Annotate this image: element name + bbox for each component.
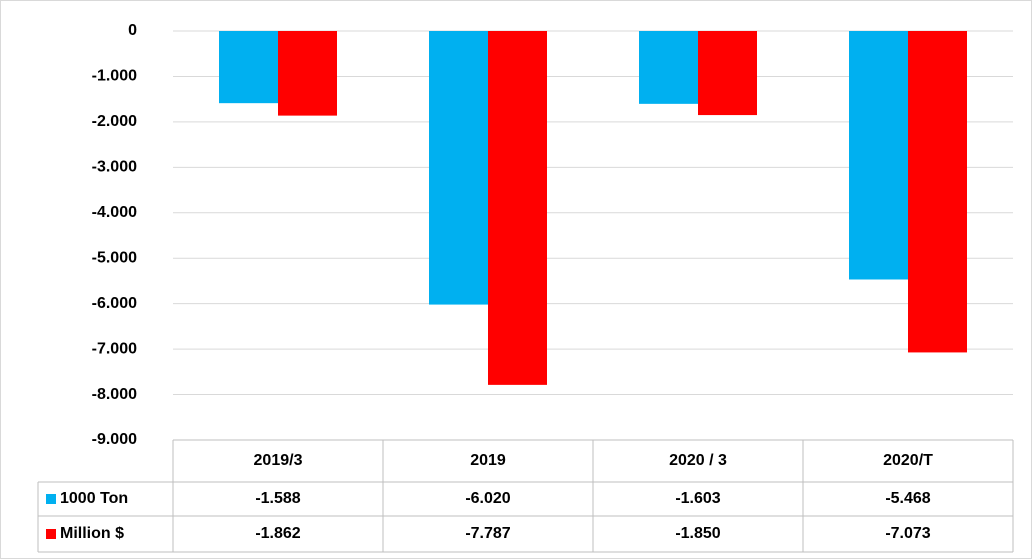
y-tick-label: -3.000	[92, 159, 137, 176]
y-tick-label: -2.000	[92, 113, 137, 130]
data-label: -7.073	[885, 525, 930, 542]
y-tick-label: -6.000	[92, 295, 137, 312]
bar	[849, 31, 908, 280]
data-label: -5.468	[885, 490, 930, 507]
data-label: -1.850	[675, 525, 720, 542]
legend-label: Million $	[60, 525, 124, 542]
data-label: -1.862	[255, 525, 300, 542]
y-tick-label: -4.000	[92, 204, 137, 221]
x-tick-label: 2019/3	[254, 452, 303, 469]
y-tick-label: 0	[128, 22, 137, 39]
x-tick-label: 2019	[470, 452, 506, 469]
data-label: -1.588	[255, 490, 300, 507]
y-tick-label: -7.000	[92, 340, 137, 357]
bar	[219, 31, 278, 104]
bar	[908, 31, 967, 353]
y-tick-label: -1.000	[92, 68, 137, 85]
y-tick-label: -9.000	[92, 431, 137, 448]
bar	[429, 31, 488, 305]
legend-label: 1000 Ton	[60, 490, 128, 507]
x-tick-label: 2020 / 3	[669, 452, 727, 469]
data-label: -7.787	[465, 525, 510, 542]
legend-swatch	[46, 494, 56, 504]
data-label: -1.603	[675, 490, 720, 507]
x-tick-label: 2020/T	[883, 452, 933, 469]
bar	[698, 31, 757, 116]
bar	[488, 31, 547, 385]
bar	[278, 31, 337, 116]
y-tick-label: -8.000	[92, 386, 137, 403]
data-label: -6.020	[465, 490, 510, 507]
legend-swatch	[46, 529, 56, 539]
bar	[639, 31, 698, 104]
y-tick-label: -5.000	[92, 249, 137, 266]
